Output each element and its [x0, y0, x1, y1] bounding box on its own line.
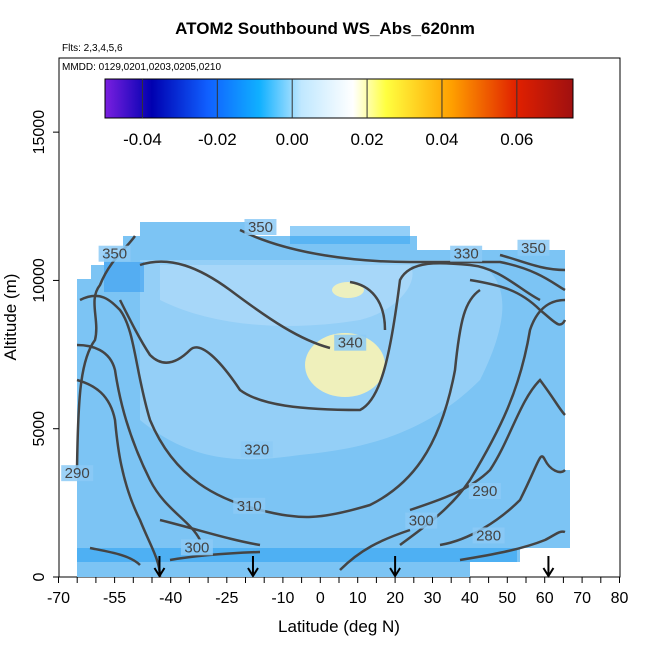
contour-label-bg — [405, 512, 438, 529]
profile-arrow-head — [247, 567, 259, 578]
contour-label: 320 — [244, 441, 269, 458]
contour-line — [118, 261, 541, 412]
x-tick-label: 50 — [498, 590, 516, 607]
contour-label: 350 — [248, 219, 273, 236]
contour-label: 350 — [102, 246, 127, 263]
colorbar-tick-label: 0.02 — [351, 130, 384, 149]
x-axis: -70 -55 -40 -25 -10 0 10 20 30 40 50 60 70 80 — [47, 577, 629, 607]
contour-label-bg — [450, 245, 483, 262]
heatmap-lighter-region — [160, 265, 413, 326]
y-tick-label: 10000 — [31, 258, 48, 303]
x-tick-label: -40 — [159, 590, 182, 607]
contour-line — [139, 260, 331, 350]
contour-label-bg — [244, 219, 277, 236]
contour-label: 290 — [65, 465, 90, 482]
profile-arrow-head — [153, 567, 166, 578]
profile-markers — [153, 556, 555, 578]
contour-label: 340 — [338, 335, 363, 352]
contour-line — [409, 378, 566, 512]
heatmap-field — [77, 222, 570, 577]
contour-label: 300 — [409, 513, 434, 530]
heatmap-low-band — [77, 548, 517, 562]
colorbar-ticks: -0.04 -0.02 0.00 0.02 0.04 0.06 — [123, 79, 533, 149]
contour-label-bg — [233, 497, 266, 514]
contour-label-bg — [240, 441, 273, 458]
contour-label-bg — [180, 539, 213, 556]
contour-line — [159, 518, 261, 547]
colorbar-tick-label: -0.04 — [123, 130, 162, 149]
contour-label-bg — [98, 245, 131, 262]
x-tick-label: 10 — [349, 590, 367, 607]
contour-line — [76, 378, 162, 578]
x-tick-label: 20 — [386, 590, 404, 607]
contour-label: 310 — [237, 498, 262, 515]
contour-line — [169, 550, 261, 562]
contour-line — [79, 288, 481, 519]
contour-label: 290 — [472, 483, 497, 500]
contour-label-bg — [61, 465, 94, 482]
x-tick-label: 30 — [424, 590, 442, 607]
y-tick-label: 0 — [31, 572, 48, 581]
heatmap-yellow-spot-top — [332, 282, 364, 298]
contour-label: 300 — [184, 539, 209, 556]
y-axis-label: Altitude (m) — [1, 274, 20, 361]
contour-label-bg — [472, 527, 505, 544]
chart-title: ATOM2 Southbound WS_Abs_620nm — [175, 19, 475, 38]
contour-line — [89, 546, 141, 566]
colorbar-tick-label: -0.02 — [198, 130, 237, 149]
profile-arrow-head — [389, 567, 401, 578]
contour-line — [76, 343, 202, 541]
contour-labels: 350 350 330 350 340 320 290 310 290 300 300 280 — [61, 219, 550, 556]
colorbar — [104, 78, 574, 119]
contour-label-bg — [468, 482, 501, 499]
profile-arrow-head — [542, 567, 555, 578]
colorbar-tick-label: 0.06 — [500, 130, 533, 149]
x-tick-label: 80 — [611, 590, 629, 607]
contour-label-bg — [517, 239, 550, 256]
x-tick-label: -10 — [271, 590, 294, 607]
contour-line — [499, 253, 566, 272]
y-axis: 0 5000 10000 15000 — [31, 110, 59, 581]
dates-subtitle: MMDD: 0129,0201,0203,0205,0210 — [62, 62, 222, 73]
x-tick-label: 60 — [536, 590, 554, 607]
flights-subtitle: Flts: 2,3,4,5,6 — [62, 43, 123, 54]
colorbar-tick-label: 0.00 — [276, 130, 309, 149]
contour-label: 280 — [476, 527, 501, 544]
x-axis-label: Latitude (deg N) — [278, 617, 400, 636]
contour-line — [459, 530, 566, 562]
contour-line — [339, 528, 411, 571]
contour-line — [349, 280, 387, 331]
x-tick-label: -25 — [215, 590, 238, 607]
y-tick-label: 15000 — [31, 110, 48, 155]
contour-line — [239, 228, 566, 292]
contour-label: 350 — [521, 240, 546, 257]
contour-label-bg — [334, 334, 367, 351]
heatmap-top-band — [290, 226, 410, 244]
x-tick-label: 40 — [461, 590, 479, 607]
x-tick-label: 0 — [316, 590, 325, 607]
x-tick-label: -70 — [47, 590, 70, 607]
x-tick-label: 70 — [573, 590, 591, 607]
y-tick-label: 5000 — [31, 411, 48, 447]
contour-label: 330 — [454, 246, 479, 263]
x-tick-label: -55 — [103, 590, 126, 607]
colorbar-tick-label: 0.04 — [425, 130, 458, 149]
